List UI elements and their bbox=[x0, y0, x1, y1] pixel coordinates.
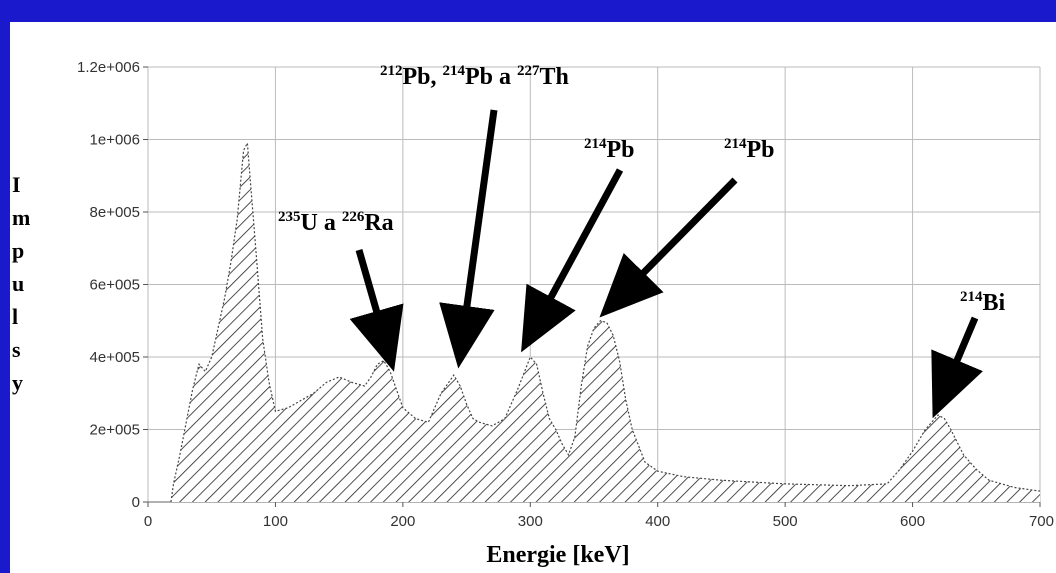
x-tick-label: 300 bbox=[518, 513, 543, 530]
y-axis-label-letter: m bbox=[12, 205, 30, 230]
annotation-label: 214Pb bbox=[584, 136, 635, 163]
x-tick-label: 200 bbox=[390, 513, 415, 530]
y-axis-label-letter: u bbox=[12, 271, 24, 296]
annotation-arrow bbox=[439, 109, 498, 369]
y-tick-label: 8e+005 bbox=[90, 204, 140, 221]
x-tick-label: 500 bbox=[773, 513, 798, 530]
annotation-label: 235U a 226Ra bbox=[278, 209, 394, 236]
x-tick-label: 0 bbox=[144, 513, 152, 530]
x-axis-ticks: 0 100 200 300 400 500 600 700 bbox=[144, 501, 1054, 530]
annotation-arrow bbox=[349, 249, 404, 372]
annotation-arrow bbox=[599, 177, 738, 318]
y-axis-label-letter: I bbox=[12, 172, 21, 197]
y-tick-label: 1.2e+006 bbox=[77, 59, 140, 76]
annotation-label: 212Pb, 214Pb a 227Th bbox=[380, 63, 569, 90]
y-axis-label-letter: l bbox=[12, 304, 18, 329]
x-tick-label: 600 bbox=[900, 513, 925, 530]
y-tick-label: 2e+005 bbox=[90, 422, 140, 439]
spectrum-chart: 02e+0054e+0056e+0058e+0051e+0061.2e+006 … bbox=[12, 59, 1054, 568]
x-tick-label: 700 bbox=[1029, 513, 1054, 530]
annotation-arrows bbox=[349, 109, 983, 419]
spectrum-area bbox=[170, 143, 1041, 502]
y-tick-label: 6e+005 bbox=[90, 277, 140, 294]
y-tick-label: 0 bbox=[132, 494, 140, 511]
y-tick-label: 4e+005 bbox=[90, 349, 140, 366]
x-tick-label: 100 bbox=[263, 513, 288, 530]
annotation-arrow bbox=[931, 316, 983, 419]
chart-frame: 0 2e+005 4e+005 6e+005 8e+005 1e+006 1.2e+006 … bbox=[10, 22, 1056, 573]
spectrum-outline bbox=[170, 141, 1041, 503]
y-axis-label-letter: s bbox=[12, 337, 21, 362]
x-tick-label: 400 bbox=[645, 513, 670, 530]
y-axis-label-letter: y bbox=[12, 370, 23, 395]
annotation-label: 214Bi bbox=[960, 289, 1006, 316]
spectrum-series bbox=[170, 141, 1041, 503]
x-axis-label: Energie [keV] bbox=[486, 542, 629, 568]
y-tick-label: 1e+006 bbox=[90, 132, 140, 149]
annotation-labels: 235U a 226Ra 212Pb, 214Pb a 227Th 214Pb 214… bbox=[278, 63, 1006, 316]
annotation-arrow bbox=[521, 168, 624, 353]
y-axis-label-letter: p bbox=[12, 238, 24, 263]
y-axis-ticks: 0 2e+005 4e+005 6e+005 8e+005 1e+006 1.2e+006 bbox=[77, 59, 148, 511]
annotation-label: 214Pb bbox=[724, 136, 775, 163]
